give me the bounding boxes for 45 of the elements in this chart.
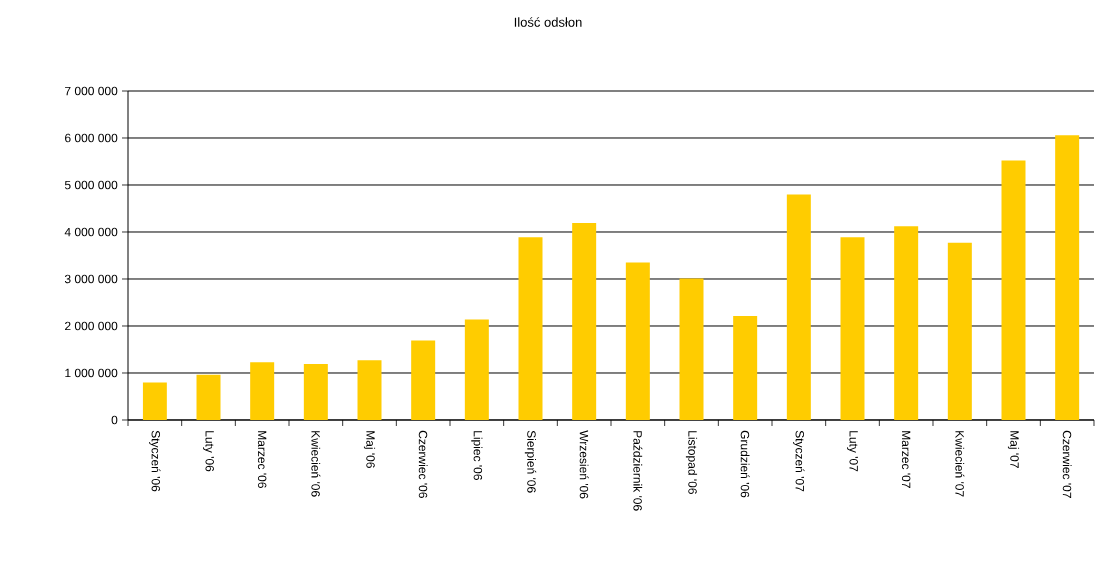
- bar: [518, 237, 543, 420]
- bar: [572, 223, 597, 420]
- x-tick-label: Kwiecień '06: [311, 431, 321, 497]
- y-tick-label: 4 000 000: [64, 227, 118, 237]
- x-tick-label: Kwiecień '07: [955, 431, 965, 497]
- bar: [464, 319, 489, 420]
- y-tick-label: 7 000 000: [65, 86, 118, 96]
- x-tick-label: Lipiec '06: [471, 431, 483, 480]
- x-tick-label: Marzec '07: [901, 431, 911, 488]
- y-tick-label: 0: [111, 415, 118, 425]
- x-tick-label: Czerwiec '07: [1062, 430, 1072, 498]
- bar: [679, 278, 704, 420]
- y-tick-label: 3 000 000: [64, 274, 118, 284]
- x-tick-label: Styczeń '07: [793, 430, 805, 492]
- x-tick-label: Sierpień '06: [524, 430, 537, 493]
- bar: [733, 316, 758, 420]
- bar: [894, 226, 919, 420]
- bar: [625, 262, 650, 420]
- x-tick-label: Grudzień '06: [740, 430, 750, 498]
- bar: [357, 360, 382, 420]
- bar: [303, 364, 328, 420]
- x-tick-label: Maj '06: [363, 431, 376, 468]
- y-tick-label: 6 000 000: [65, 133, 118, 143]
- x-tick-label: Czerwiec '06: [418, 430, 428, 498]
- bar: [1055, 135, 1080, 420]
- x-tick-label: Maj '07: [1007, 431, 1020, 468]
- x-tick-label: Luty '07: [847, 431, 858, 472]
- chart-title: Ilość odsłon: [514, 17, 582, 27]
- x-tick-label: Styczeń '06: [149, 430, 161, 492]
- bar: [411, 340, 436, 420]
- y-tick-label: 1 000 000: [65, 368, 118, 378]
- bar: [142, 382, 167, 420]
- y-tick-label: 5 000 000: [64, 180, 118, 190]
- bar: [786, 194, 811, 420]
- x-tick-label: Wrzesień '06: [579, 430, 589, 499]
- bar: [250, 362, 275, 420]
- bar: [1001, 160, 1026, 420]
- bar: [947, 242, 972, 420]
- y-tick-label: 2 000 000: [65, 321, 118, 331]
- x-tick-label: Październik '06: [633, 431, 643, 511]
- x-tick-label: Listopad '06: [685, 431, 698, 494]
- x-tick-label: Marzec '06: [257, 431, 267, 488]
- bar: [840, 237, 865, 420]
- x-tick-label: Luty '06: [203, 431, 214, 472]
- bar: [196, 374, 221, 420]
